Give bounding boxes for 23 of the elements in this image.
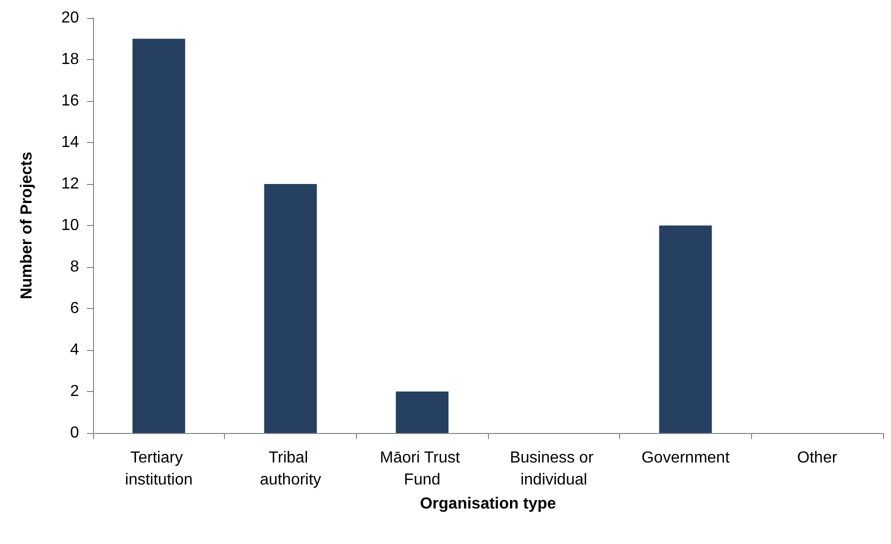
bar (264, 184, 317, 433)
x-tick-label: Tertiary institution (125, 450, 193, 488)
bar (132, 38, 186, 433)
y-tick-label: 2 (70, 383, 80, 400)
x-tick-label: Māori Trust Fund (380, 450, 464, 488)
y-tick-label: 14 (61, 134, 80, 151)
y-tick-label: 0 (70, 424, 80, 442)
y-axis-title: Number of Projects (18, 152, 36, 300)
y-tick-label: 12 (61, 176, 80, 192)
y-tick-label: 20 (61, 10, 80, 26)
x-axis-title: Organisation type (420, 495, 556, 512)
bar (396, 392, 448, 433)
y-tick-label: 4 (70, 342, 80, 358)
y-tick-label: 18 (61, 51, 80, 68)
x-tick-label: Business or individual (510, 450, 598, 488)
y-tick-label: 10 (61, 217, 80, 234)
x-tick-label: Tribal authority (260, 450, 322, 488)
y-tick-label: 6 (70, 300, 80, 317)
x-tick-label: Other (797, 450, 838, 466)
y-tick-label: 16 (61, 92, 80, 110)
bar (659, 226, 712, 433)
y-tick-label: 8 (70, 258, 80, 276)
x-tick-label: Government (641, 450, 730, 466)
